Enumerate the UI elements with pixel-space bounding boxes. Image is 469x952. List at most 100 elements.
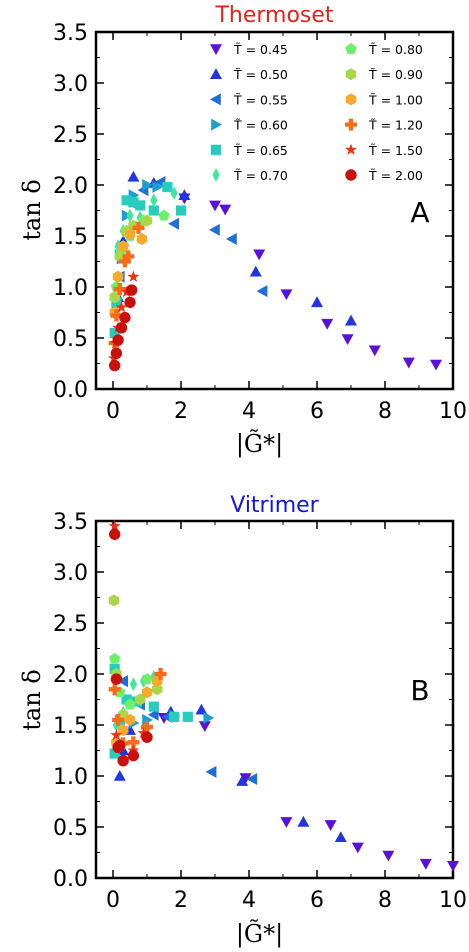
y-tick-label: 3.0 — [53, 72, 88, 97]
legend-marker — [345, 93, 357, 106]
y-tick-label: 2.5 — [53, 612, 88, 637]
legend-marker — [212, 168, 220, 182]
y-axis-label: tan δ — [18, 669, 46, 731]
y-tick-label: 0.5 — [53, 327, 88, 352]
y-tick-label: 1.0 — [53, 276, 88, 301]
legend-label: T̃ = 1.00 — [368, 92, 423, 107]
data-points — [108, 519, 459, 872]
y-axis: 0.0 0.5 1.0 1.5 2.0 2.5 3.0 3.5 — [53, 21, 453, 403]
data-point — [178, 189, 191, 200]
data-point — [126, 208, 134, 223]
legend-marker — [210, 144, 222, 155]
x-tick-label: 10 — [439, 399, 467, 424]
data-point — [115, 301, 128, 313]
legend-label: T̃ = 2.00 — [368, 168, 423, 183]
x-tick-label: 0 — [106, 399, 120, 424]
legend-label: T̃ = 0.55 — [233, 92, 288, 107]
legend-marker — [345, 68, 357, 81]
data-point — [109, 748, 120, 759]
data-point — [150, 193, 158, 208]
data-point — [124, 713, 136, 726]
data-point — [127, 270, 140, 282]
data-point — [126, 284, 138, 296]
y-axis-label: tan δ — [18, 179, 46, 241]
data-point — [117, 675, 128, 688]
data-point — [147, 708, 159, 721]
data-point — [170, 186, 178, 201]
data-point — [136, 233, 148, 246]
data-point — [109, 327, 120, 338]
y-tick-label: 2.5 — [53, 123, 88, 148]
y-tick-label: 2.0 — [53, 663, 88, 688]
data-point — [148, 205, 159, 216]
data-point — [118, 240, 129, 253]
x-axis-label: |G̃*| — [236, 430, 283, 459]
x-tick-label: 4 — [242, 399, 256, 424]
data-point — [110, 309, 123, 322]
legend-label: T̃ = 0.60 — [233, 118, 288, 133]
x-tick-label: 6 — [310, 888, 324, 913]
series-11 — [109, 284, 138, 372]
data-point — [135, 200, 146, 211]
data-point — [141, 721, 153, 734]
data-point — [447, 860, 459, 872]
data-point — [135, 693, 146, 706]
data-point — [112, 741, 124, 754]
data-point — [132, 221, 145, 234]
data-point — [324, 820, 337, 831]
data-point — [108, 594, 120, 607]
data-point — [169, 711, 180, 722]
data-point — [127, 749, 140, 762]
legend-marker — [345, 143, 357, 155]
panel-label: A — [410, 196, 429, 229]
legend-label: T̃ = 0.80 — [368, 42, 423, 57]
series-1 — [112, 170, 357, 326]
data-point — [168, 217, 179, 230]
legend-label: T̃ = 0.50 — [233, 67, 288, 82]
data-point — [142, 179, 153, 191]
y-tick-label: 1.5 — [53, 225, 88, 250]
data-point — [141, 731, 153, 743]
data-points — [108, 170, 442, 372]
x-tick-label: 4 — [242, 888, 256, 913]
x-tick-label: 6 — [310, 399, 324, 424]
data-point — [118, 255, 131, 268]
data-point — [118, 724, 129, 737]
data-point — [334, 831, 347, 842]
x-tick-label: 8 — [378, 888, 392, 913]
data-point — [203, 711, 215, 724]
legend-marker — [210, 44, 222, 55]
legend-label: T̃ = 0.90 — [368, 67, 423, 82]
data-point — [351, 842, 364, 854]
data-point — [345, 314, 357, 326]
x-tick-label: 2 — [174, 888, 188, 913]
data-point — [121, 694, 132, 705]
data-point — [209, 200, 221, 212]
plot-frame — [94, 519, 455, 880]
chart-title: Thermoset — [214, 3, 333, 28]
data-point — [249, 265, 262, 277]
data-point — [110, 728, 123, 741]
data-point — [297, 815, 310, 827]
chart-title: Vitrimer — [230, 493, 319, 518]
data-point — [113, 283, 126, 296]
data-point — [152, 683, 163, 696]
legend-label: T̃ = 1.50 — [368, 143, 423, 158]
data-point — [112, 713, 125, 726]
data-point — [109, 291, 120, 304]
y-tick-label: 3.0 — [53, 561, 88, 586]
data-point — [119, 311, 131, 324]
data-point — [124, 227, 136, 240]
data-point — [110, 347, 123, 359]
data-point — [175, 205, 187, 216]
data-point — [382, 850, 395, 862]
y-tick-label: 0.0 — [53, 867, 88, 892]
y-tick-label: 1.0 — [53, 765, 88, 790]
data-point — [141, 686, 153, 699]
data-point — [124, 698, 136, 710]
legend-marker — [210, 93, 221, 106]
data-point — [158, 209, 170, 221]
series-6 — [108, 652, 153, 710]
legend-marker — [345, 43, 357, 54]
y-tick-label: 2.0 — [53, 174, 88, 199]
